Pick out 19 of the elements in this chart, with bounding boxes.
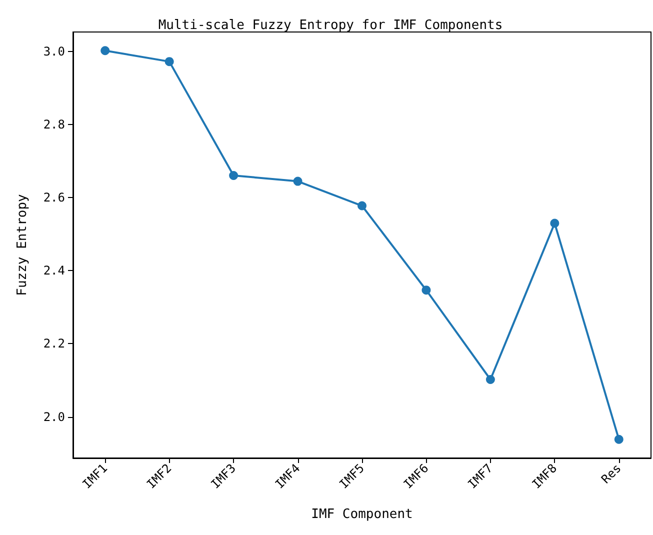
point bbox=[164, 57, 174, 66]
chart-title: Multi-scale Fuzzy Entropy for IMF Components bbox=[158, 18, 503, 33]
y-axis-title: Fuzzy Entropy bbox=[15, 194, 30, 296]
point bbox=[486, 375, 495, 384]
point bbox=[614, 434, 624, 444]
x-tick-label: Res bbox=[598, 461, 624, 486]
point bbox=[422, 286, 431, 295]
y-tick-label: 2.2 bbox=[43, 336, 65, 351]
point bbox=[550, 218, 560, 228]
point bbox=[358, 201, 366, 210]
point bbox=[100, 46, 110, 56]
y-tick-label: 2.0 bbox=[43, 410, 65, 424]
point bbox=[229, 170, 238, 180]
y-tick-label: 3.0 bbox=[43, 44, 65, 59]
x-axis-title: IMF Component bbox=[311, 507, 413, 522]
y-tick-label: 2.8 bbox=[43, 118, 65, 132]
point bbox=[293, 176, 302, 186]
y-tick-label: 2.4 bbox=[43, 264, 65, 278]
y-tick-label: 2.6 bbox=[43, 190, 65, 205]
